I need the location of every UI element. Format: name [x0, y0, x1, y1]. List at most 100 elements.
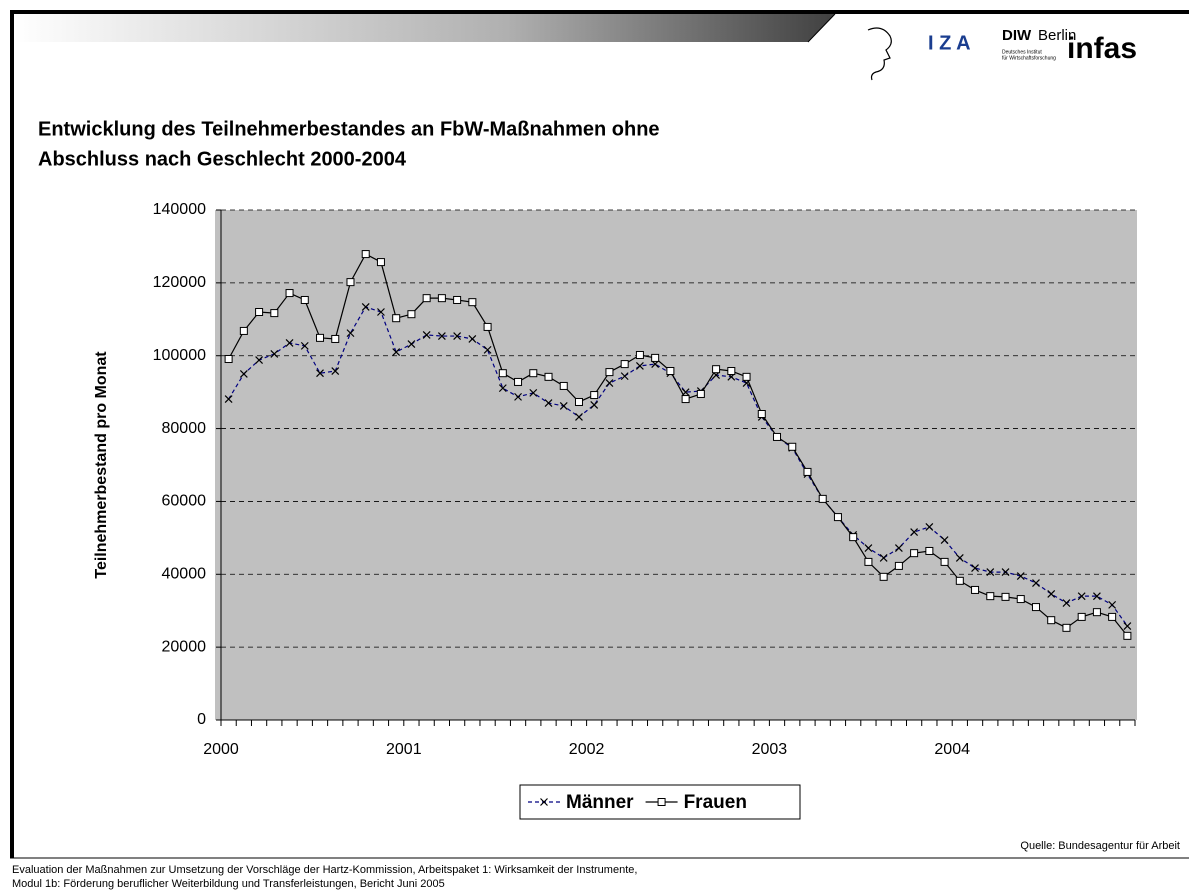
marker-x [407, 340, 416, 348]
marker-x [540, 798, 548, 806]
marker-square [1047, 616, 1056, 625]
logo-diw-sub: Deutsches Institut [1002, 49, 1042, 55]
series-line [228, 306, 1128, 627]
marker-square [1031, 603, 1040, 612]
header-band [14, 14, 835, 42]
marker-x [910, 528, 919, 536]
y-tick-label: 60000 [162, 493, 207, 510]
marker-x [514, 392, 522, 401]
marker-x [224, 395, 233, 403]
marker-square [803, 467, 812, 476]
marker-square [833, 513, 842, 522]
marker-square [742, 372, 751, 381]
marker-square [666, 367, 675, 376]
marker-square [529, 369, 538, 378]
marker-x [1001, 568, 1010, 577]
marker-square [940, 557, 949, 566]
marker-square [422, 294, 431, 303]
marker-square [1016, 595, 1025, 604]
marker-square [1001, 592, 1010, 601]
marker-x [590, 400, 599, 409]
marker-x [422, 331, 431, 339]
y-tick-label: 80000 [162, 420, 207, 437]
marker-square [574, 397, 583, 406]
marker-square [864, 557, 873, 566]
marker-x [453, 332, 462, 340]
marker-square [620, 360, 629, 369]
marker-x [1123, 622, 1132, 630]
marker-x [239, 370, 248, 378]
marker-square [514, 377, 523, 386]
marker-square [971, 585, 980, 594]
marker-square [392, 314, 401, 323]
marker-square [879, 572, 888, 581]
marker-x [894, 544, 903, 552]
marker-x [879, 553, 888, 562]
marker-square [894, 561, 903, 570]
marker-x [620, 372, 629, 381]
y-tick-label: 40000 [162, 566, 207, 583]
logo-iza: I Z A [928, 32, 971, 54]
marker-square [376, 258, 385, 267]
marker-square [757, 410, 766, 418]
top-rule [10, 10, 1189, 14]
marker-square [605, 368, 614, 377]
marker-x [1077, 592, 1086, 601]
footer-text: Modul 1b: Förderung beruflicher Weiterbi… [12, 878, 445, 890]
marker-x [483, 345, 492, 354]
marker-square [1123, 631, 1132, 640]
marker-square [635, 350, 644, 359]
marker-square [239, 326, 248, 335]
marker-square [285, 289, 294, 298]
logo-infas: infas [1067, 32, 1137, 65]
marker-square [657, 798, 666, 806]
y-tick-label: 0 [197, 711, 206, 728]
marker-x [955, 553, 964, 562]
marker-square [270, 309, 279, 318]
marker-square [316, 333, 325, 342]
marker-square [361, 250, 370, 259]
marker-square [986, 592, 995, 601]
marker-x [864, 544, 873, 552]
marker-x [529, 388, 538, 397]
marker-square [407, 310, 416, 319]
plot-area [215, 210, 1137, 720]
marker-x [575, 412, 583, 421]
legend-label: Männer [566, 792, 634, 813]
marker-x [392, 348, 401, 356]
marker-x [635, 361, 644, 370]
chart-title: Abschluss nach Geschlecht 2000-2004 [38, 148, 407, 170]
marker-x [316, 369, 324, 378]
x-tick-label: 2003 [752, 741, 788, 758]
marker-square [498, 369, 507, 378]
y-tick-label: 140000 [153, 201, 206, 218]
marker-x [1032, 579, 1040, 587]
marker-square [651, 353, 660, 362]
marker-square [544, 372, 553, 381]
x-tick-label: 2002 [569, 741, 605, 758]
iza-head-icon [867, 27, 892, 81]
marker-square [468, 298, 477, 307]
y-tick-label: 100000 [153, 347, 206, 364]
marker-square [483, 322, 492, 331]
marker-x [270, 349, 279, 358]
marker-square [788, 442, 797, 451]
left-rule [10, 10, 14, 858]
marker-square [925, 546, 934, 555]
marker-x [971, 564, 979, 573]
legend-label: Frauen [684, 792, 747, 813]
marker-x [940, 536, 949, 544]
marker-square [1092, 608, 1101, 617]
marker-x [986, 568, 995, 577]
x-tick-label: 2000 [203, 741, 239, 758]
marker-x [544, 399, 553, 407]
marker-square [300, 295, 309, 304]
marker-square [955, 576, 964, 585]
marker-square [255, 308, 264, 316]
marker-x [605, 379, 614, 387]
marker-square [910, 549, 919, 558]
logo-diw: DIW [1002, 27, 1032, 44]
marker-x [331, 367, 340, 375]
marker-x [255, 356, 264, 365]
